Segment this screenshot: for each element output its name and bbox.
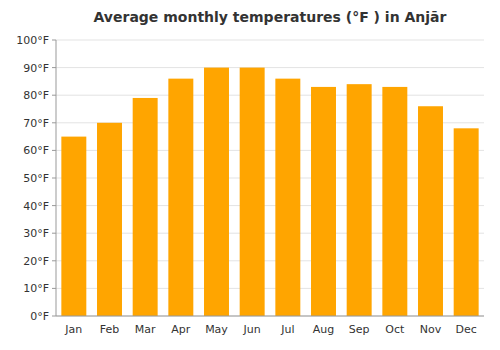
chart-svg: Average monthly temperatures (°F ) in An…	[0, 0, 500, 350]
x-tick-label: Nov	[420, 323, 442, 336]
bar	[204, 68, 229, 316]
y-tick-label: 50°F	[23, 172, 49, 185]
y-tick-label: 0°F	[30, 310, 49, 323]
y-tick	[52, 233, 56, 234]
bar	[97, 123, 122, 316]
bar	[418, 106, 443, 316]
x-tick-label: Oct	[385, 323, 405, 336]
y-tick	[52, 67, 56, 68]
y-tick	[52, 260, 56, 261]
y-tick	[52, 150, 56, 151]
chart-container: Average monthly temperatures (°F ) in An…	[0, 0, 500, 350]
x-tick-label: Mar	[135, 323, 156, 336]
y-tick-label: 20°F	[23, 255, 49, 268]
y-tick	[52, 205, 56, 206]
grid-line	[56, 95, 484, 96]
y-tick-label: 90°F	[23, 62, 49, 75]
bar	[133, 98, 158, 316]
x-tick-label: Jul	[280, 323, 294, 336]
page: {"chart_data": {"type": "bar", "title": …	[0, 0, 500, 350]
bar	[382, 87, 407, 316]
y-tick-label: 40°F	[23, 200, 49, 213]
bar	[347, 84, 372, 316]
y-tick-label: 30°F	[23, 227, 49, 240]
grid-line	[56, 316, 484, 317]
bar	[168, 79, 193, 316]
bar	[311, 87, 336, 316]
y-tick-label: 10°F	[23, 282, 49, 295]
x-tick-label: Jun	[243, 323, 261, 336]
grid	[56, 40, 484, 316]
y-tick	[52, 40, 56, 41]
y-tick-label: 100°F	[16, 34, 49, 47]
bar	[240, 68, 265, 316]
y-tick-label: 70°F	[23, 117, 49, 130]
y-tick	[52, 122, 56, 123]
bar	[454, 128, 479, 316]
title: Average monthly temperatures (°F ) in An…	[94, 9, 447, 25]
x-tick-label: May	[205, 323, 228, 336]
y-tick-label: 80°F	[23, 89, 49, 102]
x-tick-label: Dec	[456, 323, 477, 336]
y-axis-line	[56, 40, 57, 316]
x-tick-label: Jan	[64, 323, 82, 336]
bars	[61, 68, 478, 316]
y-axis: 0°F 10°F 20°F 30°F 40°F 50°F 60°F 70°F 80°F 90°F 1…	[16, 34, 56, 323]
x-tick-label: Aug	[313, 323, 334, 336]
bar	[61, 137, 86, 316]
bar	[275, 79, 300, 316]
grid-line	[56, 40, 484, 41]
y-tick-label: 60°F	[23, 144, 49, 157]
x-axis-line	[56, 316, 484, 317]
y-tick	[52, 178, 56, 179]
grid-line	[56, 67, 484, 68]
x-axis: Jan Feb Mar Apr May Jun Jul Aug Sep Oct Nov Dec	[56, 316, 484, 336]
x-tick-label: Apr	[171, 323, 191, 336]
y-tick	[52, 95, 56, 96]
y-tick	[52, 288, 56, 289]
x-tick-label: Feb	[100, 323, 119, 336]
y-tick	[52, 316, 56, 317]
x-tick-label: Sep	[349, 323, 370, 336]
